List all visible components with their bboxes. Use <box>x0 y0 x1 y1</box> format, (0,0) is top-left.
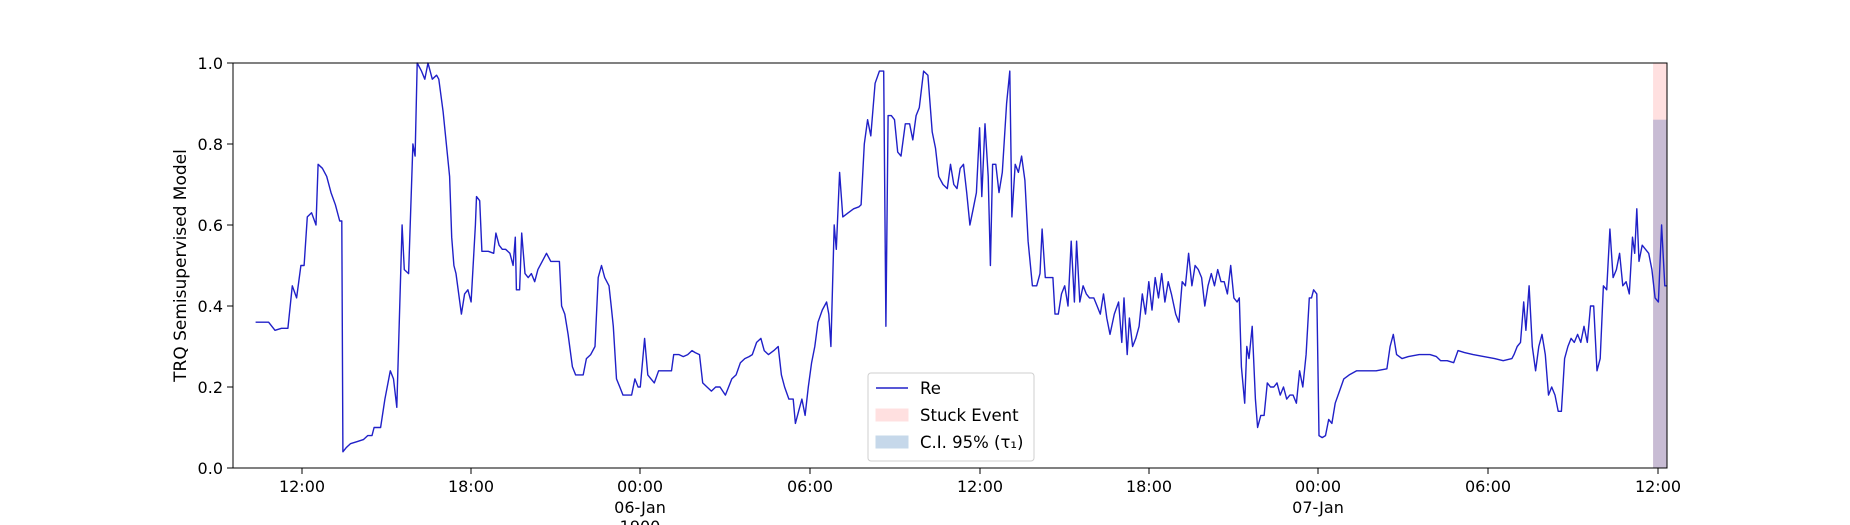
x-tick-label: 18:00 <box>1126 477 1172 496</box>
series-layer <box>255 62 1667 453</box>
legend-label: C.I. 95% (τ₁) <box>920 433 1023 452</box>
x-tick-label: 12:00 <box>1635 477 1681 496</box>
y-tick-label: 0.0 <box>198 459 223 478</box>
y-axis-label: TRQ Semisupervised Model <box>171 149 191 383</box>
x-tick-label: 06:00 <box>787 477 833 496</box>
y-tick-label: 0.2 <box>198 378 223 397</box>
x-tick-date-label: 07-Jan <box>1292 498 1344 517</box>
y-axis: 0.0 0.2 0.4 0.6 0.8 1.0 <box>198 54 233 478</box>
legend: Re Stuck Event C.I. 95% (τ₁) <box>867 372 1035 462</box>
x-tick-label: 18:00 <box>448 477 494 496</box>
x-tick-label: 06:00 <box>1465 477 1511 496</box>
y-tick-label: 0.6 <box>198 216 223 235</box>
x-tick-label: 00:00 <box>1295 477 1341 496</box>
x-tick-date-label: 06-Jan <box>614 498 666 517</box>
legend-label: Re <box>920 379 941 398</box>
x-tick-label: 12:00 <box>957 477 1003 496</box>
y-tick-label: 0.8 <box>198 135 223 154</box>
x-tick-label: 00:00 <box>617 477 663 496</box>
ci-band <box>1653 119 1667 468</box>
series-line-re <box>255 62 1667 453</box>
x-tick-label: 12:00 <box>279 477 325 496</box>
legend-label: Stuck Event <box>920 406 1019 425</box>
legend-swatch-patch <box>875 435 909 449</box>
y-tick-label: 0.4 <box>198 297 223 316</box>
x-tick-year-label: 1900 <box>620 517 661 525</box>
y-tick-label: 1.0 <box>198 54 223 73</box>
x-axis: 12:00 18:00 00:00 06-Jan1900 06:00 12:00 18:00… <box>279 468 1681 525</box>
plot-frame <box>232 62 1668 469</box>
legend-swatch-patch <box>875 408 909 422</box>
legend-box <box>867 372 1035 462</box>
